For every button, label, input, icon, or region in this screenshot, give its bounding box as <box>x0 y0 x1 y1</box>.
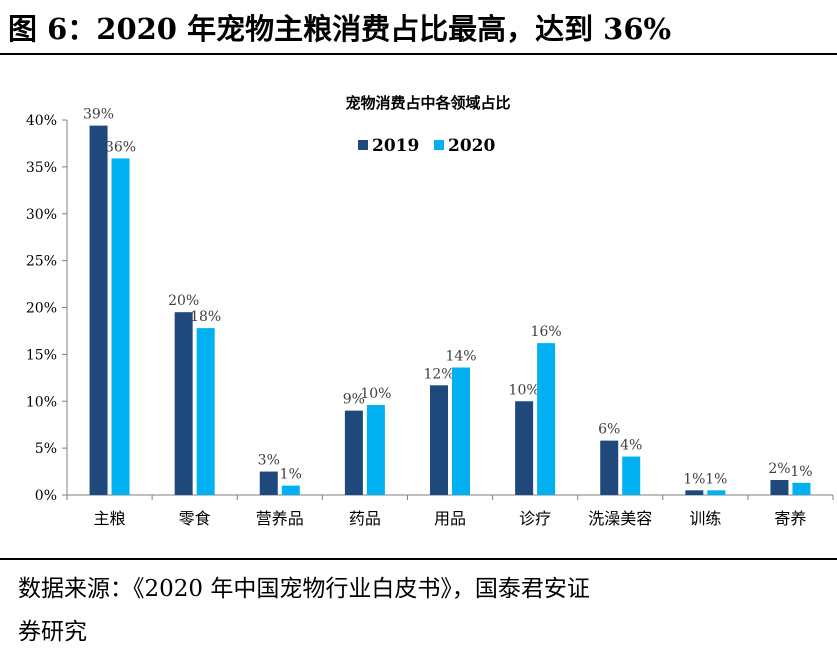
source-line-1: 数据来源：《2020 年中国宠物行业白皮书》，国泰君安证 <box>18 576 590 602</box>
bar-2019-洗澡美容 <box>600 440 619 495</box>
bar-2019-寄养 <box>770 480 789 495</box>
y-tick-label: 25% <box>26 254 57 270</box>
source-divider <box>0 558 837 560</box>
figure-title: 图 6：2020 年宠物主粮消费占比最高，达到 36% <box>8 12 672 46</box>
source-line-2: 券研究 <box>18 619 87 645</box>
y-tick-label: 35% <box>26 160 57 176</box>
source-note: 数据来源：《2020 年中国宠物行业白皮书》，国泰君安证 券研究 <box>18 568 818 654</box>
y-tick-label: 30% <box>26 207 57 223</box>
data-label-2019-零食: 20% <box>168 293 199 309</box>
bar-2020-营养品 <box>281 485 300 495</box>
x-tick-label: 寄养 <box>774 509 806 528</box>
data-label-2020-训练: 1% <box>705 471 727 487</box>
bar-2019-药品 <box>344 410 363 495</box>
data-label-2019-用品: 12% <box>423 366 454 382</box>
data-label-2020-零食: 18% <box>190 309 221 325</box>
bar-2019-零食 <box>174 312 193 495</box>
y-tick-label: 5% <box>35 441 57 457</box>
y-tick-label: 40% <box>26 113 57 129</box>
x-tick-label: 用品 <box>434 509 466 528</box>
data-label-2020-洗澡美容: 4% <box>620 438 642 454</box>
bar-2020-主粮 <box>111 158 130 495</box>
legend-label-2020: 2020 <box>448 136 495 156</box>
data-label-2019-药品: 9% <box>343 392 365 408</box>
bar-2020-训练 <box>707 490 726 495</box>
x-tick-label: 训练 <box>689 509 721 528</box>
title-divider <box>0 53 837 55</box>
x-tick-label: 主粮 <box>94 509 126 528</box>
bar-2020-药品 <box>366 405 385 495</box>
data-label-2020-寄养: 1% <box>790 464 812 480</box>
x-tick-label: 洗澡美容 <box>588 509 652 528</box>
bar-chart: 宠物消费占中各领域占比 2019 2020 0% 5% 10% 15% 20% 25% 30% 35… <box>26 94 834 528</box>
data-label-2019-洗澡美容: 6% <box>598 422 620 438</box>
y-tick-label: 15% <box>26 347 57 363</box>
data-label-2019-主粮: 39% <box>83 107 114 123</box>
x-tick-label: 药品 <box>349 509 381 528</box>
bar-2019-诊疗 <box>515 401 534 495</box>
data-label-2020-主粮: 36% <box>105 139 136 155</box>
bar-2019-营养品 <box>259 471 278 495</box>
legend-label-2019: 2019 <box>372 136 419 156</box>
bar-2020-寄养 <box>792 482 811 495</box>
y-tick-label: 10% <box>26 394 57 410</box>
data-label-2020-营养品: 1% <box>280 467 302 483</box>
legend-swatch-2020 <box>434 140 444 150</box>
data-label-2020-用品: 14% <box>445 349 476 365</box>
data-label-2019-寄养: 2% <box>768 461 790 477</box>
bar-2020-诊疗 <box>537 343 556 495</box>
bar-2020-洗澡美容 <box>622 456 641 495</box>
x-tick-label: 零食 <box>179 509 211 528</box>
data-label-2019-营养品: 3% <box>258 453 280 469</box>
bar-2019-训练 <box>685 490 704 495</box>
x-tick-label: 营养品 <box>256 509 304 528</box>
data-label-2020-诊疗: 16% <box>531 324 562 340</box>
bar-2020-用品 <box>452 367 470 495</box>
x-tick-label: 诊疗 <box>519 509 551 528</box>
bar-2019-主粮 <box>89 125 108 495</box>
data-label-2019-训练: 1% <box>683 471 705 487</box>
data-label-2019-诊疗: 10% <box>509 382 540 398</box>
data-label-2020-药品: 10% <box>360 386 391 402</box>
legend-swatch-2019 <box>358 140 368 150</box>
y-tick-label: 0% <box>35 488 57 504</box>
bar-2019-用品 <box>430 385 448 495</box>
chart-title: 宠物消费占中各领域占比 <box>345 94 510 112</box>
y-tick-label: 20% <box>26 301 57 317</box>
bar-2020-零食 <box>196 328 215 495</box>
